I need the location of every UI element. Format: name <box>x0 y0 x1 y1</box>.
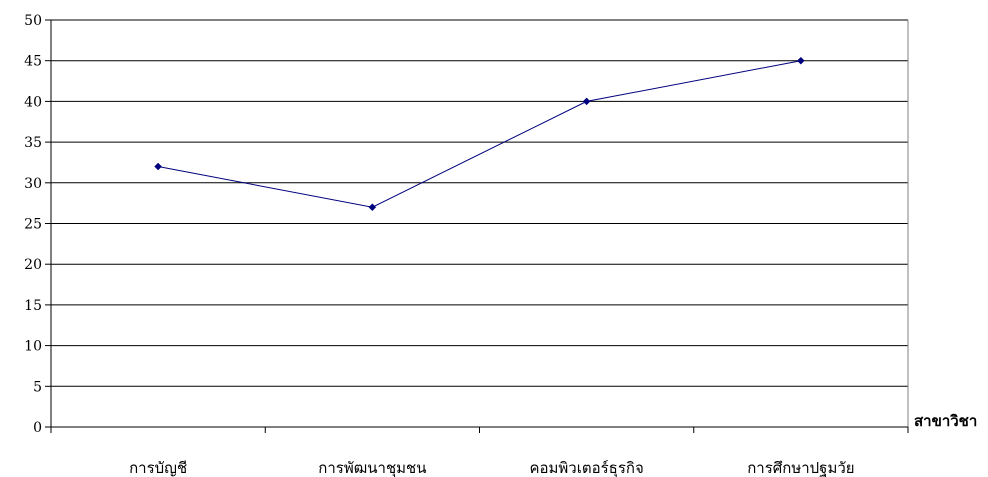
x-axis-title: สาขาวิชา <box>914 412 977 430</box>
y-tick-label: 15 <box>24 298 42 314</box>
data-point-marker <box>582 97 591 106</box>
data-point-marker <box>154 162 162 171</box>
y-tick-label: 25 <box>24 217 42 233</box>
axes <box>45 19 909 433</box>
series <box>154 56 805 212</box>
y-tick-label: 20 <box>24 257 42 273</box>
y-tick-labels: 0 5 10 15 20 25 30 35 40 45 50 <box>24 13 42 436</box>
data-point-marker <box>797 56 805 65</box>
y-tick-label: 30 <box>24 176 42 192</box>
y-tick-label: 40 <box>24 94 42 110</box>
x-tick-label: การศึกษาปฐมวัย <box>747 459 854 477</box>
x-tick-labels: การบัญชี การพัฒนาชุมชน คอมพิวเตอร์ธุรกิจ กา… <box>129 459 854 477</box>
y-tick-label: 45 <box>24 54 42 70</box>
x-tick-label: การบัญชี <box>129 459 187 477</box>
y-tick-label: 5 <box>33 379 42 395</box>
y-tick-label: 10 <box>24 339 42 355</box>
x-tick-label: การพัฒนาชุมชน <box>318 459 426 477</box>
y-tick-label: 35 <box>24 135 42 151</box>
data-point-marker <box>368 203 377 212</box>
gridlines <box>51 19 908 387</box>
series-line <box>158 60 801 208</box>
y-tick-label: 0 <box>33 420 42 436</box>
y-tick-label: 50 <box>24 13 42 29</box>
x-tick-label: คอมพิวเตอร์ธุรกิจ <box>529 459 643 477</box>
